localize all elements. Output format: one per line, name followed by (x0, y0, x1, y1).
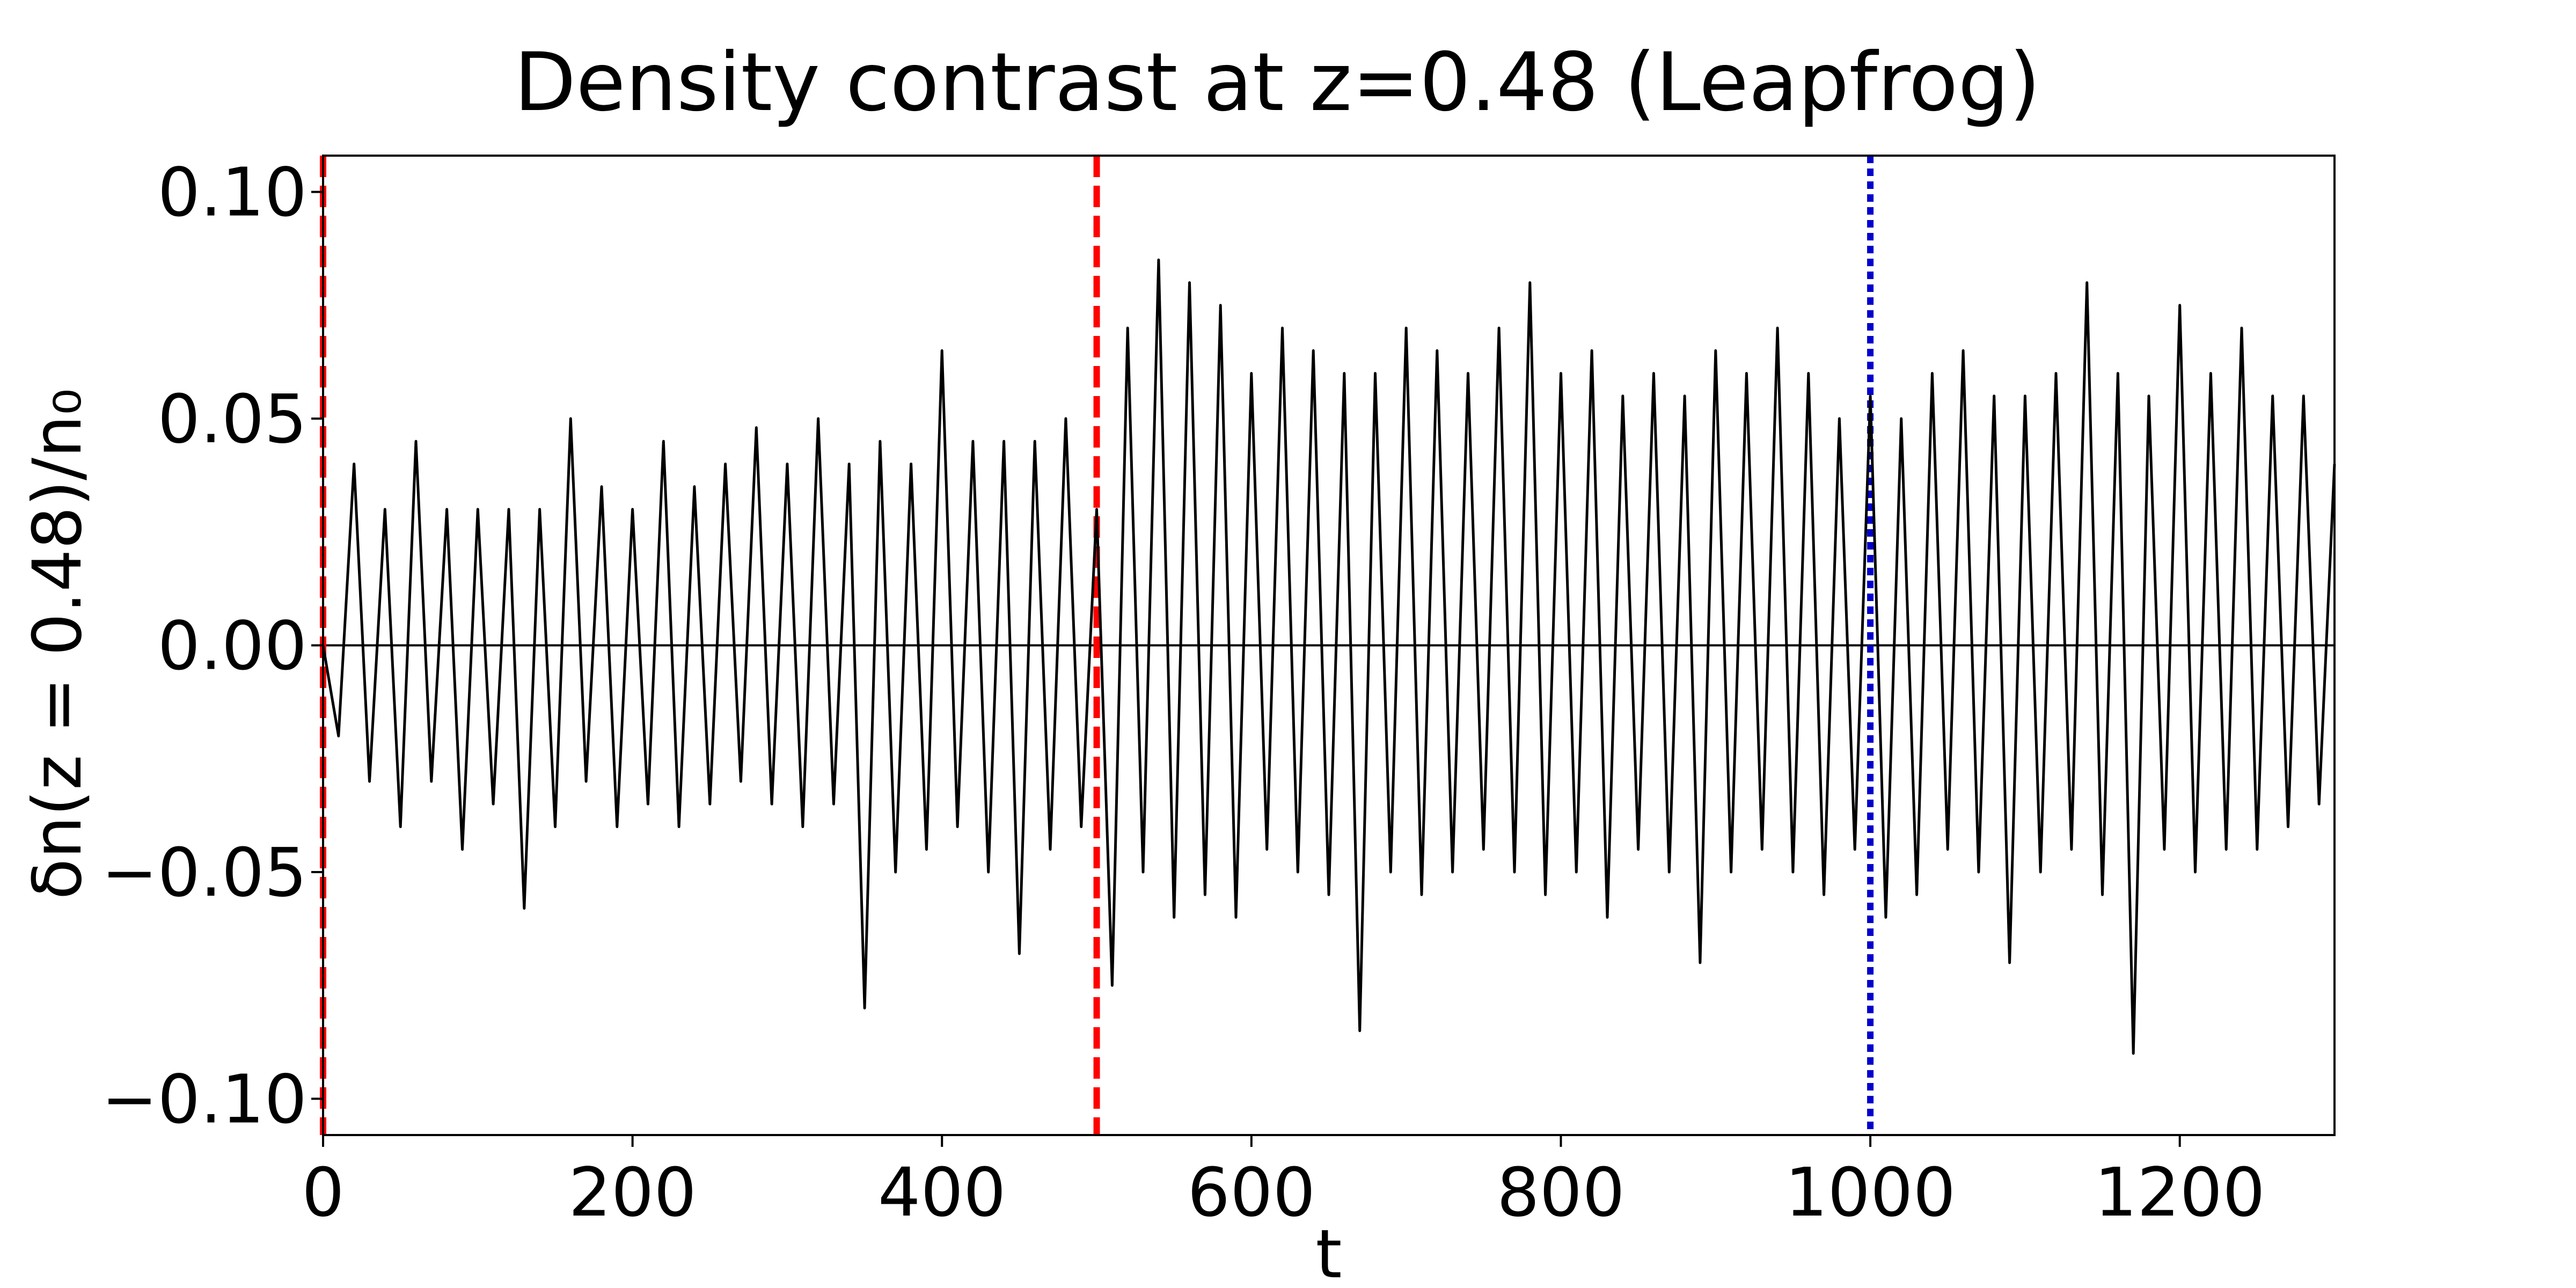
chart-title: Density contrast at z=0.48 (Leapfrog) (514, 36, 2040, 129)
x-tick-label: 0 (302, 1154, 345, 1232)
x-tick-label: 400 (878, 1154, 1006, 1232)
x-tick-label: 800 (1497, 1154, 1625, 1232)
y-axis-label: δn(z = 0.48)/n₀ (19, 389, 97, 900)
series-line-0 (321, 258, 2336, 1055)
x-tick-label: 1200 (2095, 1154, 2265, 1232)
plot-frame (322, 155, 2336, 1136)
y-tick-label: −0.05 (101, 834, 307, 912)
series-group (321, 258, 2336, 1055)
x-axis-label: t (1315, 1216, 1342, 1288)
x-tick-label: 1000 (1785, 1154, 1956, 1232)
y-tick-label: 0.00 (158, 608, 307, 685)
y-tick-label: 0.05 (158, 380, 307, 458)
x-tick-label: 200 (568, 1154, 697, 1232)
y-axis: −0.10 −0.05 0.00 0.05 0.10 (101, 154, 323, 1138)
x-tick-label: 600 (1188, 1154, 1316, 1232)
x-axis: 0 200 400 600 800 1000 1200 (302, 1135, 2265, 1232)
y-tick-label: −0.10 (101, 1060, 307, 1138)
y-tick-label: 0.10 (158, 154, 307, 232)
